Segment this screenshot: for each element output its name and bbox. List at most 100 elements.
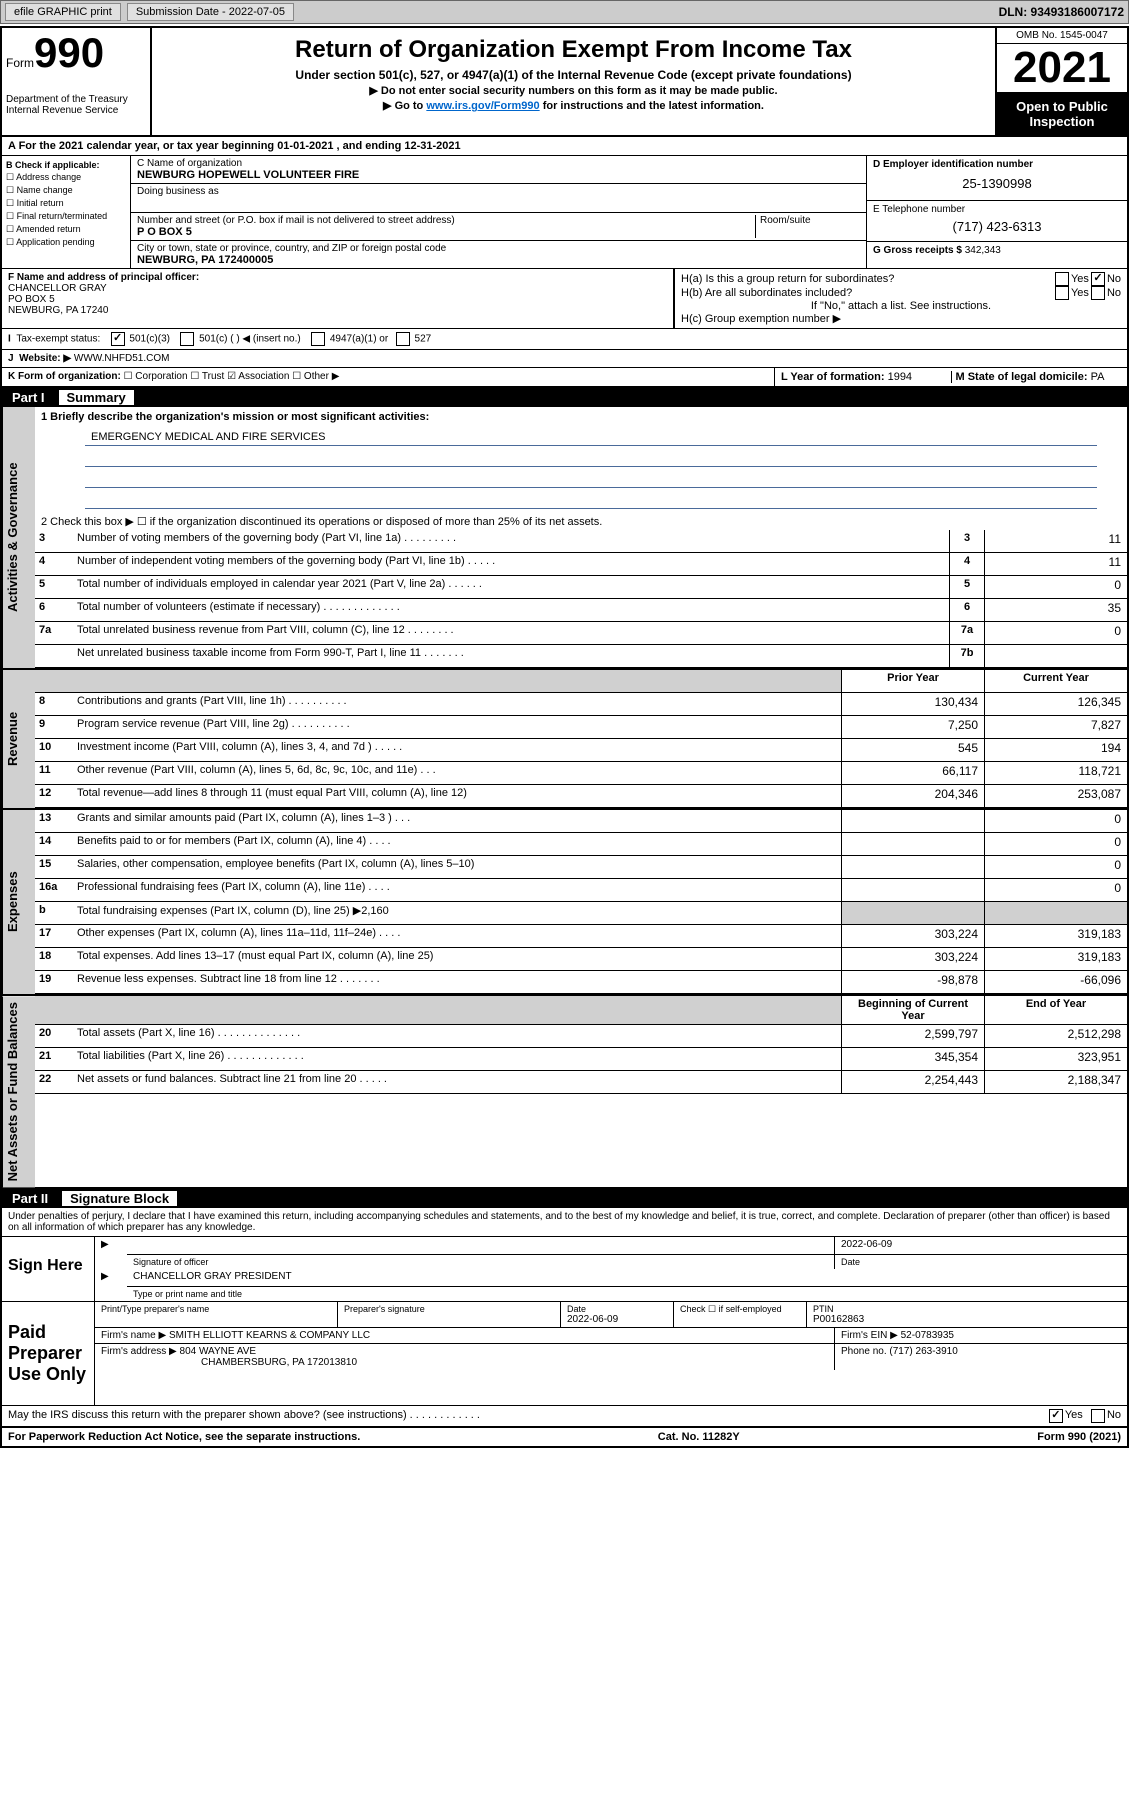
line-num bbox=[35, 645, 73, 667]
irs-link[interactable]: www.irs.gov/Form990 bbox=[426, 100, 539, 112]
website-value: WWW.NHFD51.COM bbox=[74, 353, 170, 364]
form-note1: ▶ Do not enter social security numbers o… bbox=[162, 84, 985, 97]
prior-val: 2,254,443 bbox=[841, 1071, 984, 1093]
hc-label: H(c) Group exemption number ▶ bbox=[681, 312, 1121, 325]
l-label: L Year of formation: bbox=[781, 371, 885, 383]
line-num: 17 bbox=[35, 925, 73, 947]
current-val: 2,512,298 bbox=[984, 1025, 1127, 1047]
prep-row1: Print/Type preparer's name Preparer's si… bbox=[95, 1302, 1127, 1328]
gross-cell: G Gross receipts $ 342,343 bbox=[867, 242, 1127, 259]
table-row: 7aTotal unrelated business revenue from … bbox=[35, 622, 1127, 645]
line1-label: 1 Briefly describe the organization's mi… bbox=[41, 411, 429, 423]
line-num: 5 bbox=[35, 576, 73, 598]
form-prefix: Form bbox=[6, 56, 34, 70]
chk-501c3[interactable]: ✓ bbox=[111, 332, 125, 346]
phone-label: E Telephone number bbox=[873, 204, 1121, 215]
current-header: Current Year bbox=[984, 670, 1127, 692]
entity-right: D Employer identification number 25-1390… bbox=[866, 156, 1127, 268]
yes-text: Yes bbox=[1071, 273, 1089, 285]
ha-yes[interactable] bbox=[1055, 272, 1069, 286]
room-label: Room/suite bbox=[755, 215, 860, 238]
line-desc: Total expenses. Add lines 13–17 (must eq… bbox=[73, 948, 841, 970]
net-h-desc bbox=[73, 996, 841, 1024]
line-box: 7a bbox=[949, 622, 984, 644]
table-row: 16aProfessional fundraising fees (Part I… bbox=[35, 879, 1127, 902]
check-amended[interactable]: ☐ Amended return bbox=[6, 224, 126, 235]
sign-right: ▶ 2022-06-09 Signature of officer Date ▶… bbox=[95, 1237, 1127, 1301]
sig-arrow1: ▶ bbox=[95, 1237, 127, 1255]
current-val: 319,183 bbox=[984, 925, 1127, 947]
sign-here-section: Sign Here ▶ 2022-06-09 Signature of offi… bbox=[2, 1237, 1127, 1302]
rev-h-desc bbox=[73, 670, 841, 692]
no-text2: No bbox=[1107, 287, 1121, 299]
chk-4947[interactable] bbox=[311, 332, 325, 346]
form-title: Return of Organization Exempt From Incom… bbox=[162, 36, 985, 64]
h-cell: H(a) Is this a group return for subordin… bbox=[674, 269, 1127, 328]
website-cell: J Website: ▶ WWW.NHFD51.COM bbox=[2, 350, 1127, 367]
net-section: Net Assets or Fund Balances Beginning of… bbox=[2, 994, 1127, 1189]
efile-button[interactable]: efile GRAPHIC print bbox=[5, 3, 121, 21]
form-990: Form990 Department of the Treasury Inter… bbox=[0, 26, 1129, 1448]
may-no[interactable] bbox=[1091, 1409, 1105, 1423]
hb-no[interactable] bbox=[1091, 286, 1105, 300]
rev-h-num bbox=[35, 670, 73, 692]
part-ii-label: Part II bbox=[8, 1191, 58, 1206]
line-desc: Total fundraising expenses (Part IX, col… bbox=[73, 902, 841, 924]
open-public-label: Open to Public Inspection bbox=[997, 93, 1127, 135]
line-val: 11 bbox=[984, 530, 1127, 552]
current-val: 7,827 bbox=[984, 716, 1127, 738]
current-val: 126,345 bbox=[984, 693, 1127, 715]
line-desc: Professional fundraising fees (Part IX, … bbox=[73, 879, 841, 901]
line-box: 7b bbox=[949, 645, 984, 667]
may-yes[interactable]: ✓ bbox=[1049, 1409, 1063, 1423]
line-box: 4 bbox=[949, 553, 984, 575]
prep-name-label: Print/Type preparer's name bbox=[101, 1304, 331, 1314]
line-num: 13 bbox=[35, 810, 73, 832]
line-num: 11 bbox=[35, 762, 73, 784]
line-num: 4 bbox=[35, 553, 73, 575]
firm-ein: 52-0783935 bbox=[901, 1330, 954, 1341]
current-val: 323,951 bbox=[984, 1048, 1127, 1070]
officer-print-name: CHANCELLOR GRAY PRESIDENT bbox=[127, 1269, 1127, 1287]
opt2: 501(c) ( ) ◀ (insert no.) bbox=[199, 334, 301, 345]
chk-501c[interactable] bbox=[180, 332, 194, 346]
line-num: 9 bbox=[35, 716, 73, 738]
line-desc: Total liabilities (Part X, line 26) . . … bbox=[73, 1048, 841, 1070]
check-pending[interactable]: ☐ Application pending bbox=[6, 237, 126, 248]
row-f: F Name and address of principal officer:… bbox=[2, 269, 1127, 329]
prior-val: 130,434 bbox=[841, 693, 984, 715]
row-i: I Tax-exempt status: ✓ 501(c)(3) 501(c) … bbox=[2, 329, 1127, 350]
note2-pre: ▶ Go to bbox=[383, 100, 426, 112]
name-cell: C Name of organization NEWBURG HOPEWELL … bbox=[131, 156, 866, 184]
table-row: 9Program service revenue (Part VIII, lin… bbox=[35, 716, 1127, 739]
submission-button[interactable]: Submission Date - 2022-07-05 bbox=[127, 3, 294, 21]
chk-527[interactable] bbox=[396, 332, 410, 346]
form-subtitle: Under section 501(c), 527, or 4947(a)(1)… bbox=[162, 68, 985, 82]
dba-cell: Doing business as bbox=[131, 184, 866, 213]
line-num: 14 bbox=[35, 833, 73, 855]
row-k: K Form of organization: ☐ Corporation ☐ … bbox=[2, 368, 1127, 388]
firm-addr-label: Firm's address ▶ bbox=[101, 1346, 177, 1357]
part-i-label: Part I bbox=[8, 390, 55, 405]
line-num: 7a bbox=[35, 622, 73, 644]
m-label: M State of legal domicile: bbox=[956, 371, 1088, 383]
ptin-label: PTIN bbox=[813, 1304, 1121, 1314]
ha-no[interactable]: ✓ bbox=[1091, 272, 1105, 286]
check-addr[interactable]: ☐ Address change bbox=[6, 172, 126, 183]
form-note2: ▶ Go to www.irs.gov/Form990 for instruct… bbox=[162, 99, 985, 112]
prior-val: 345,354 bbox=[841, 1048, 984, 1070]
line-desc: Total assets (Part X, line 16) . . . . .… bbox=[73, 1025, 841, 1047]
ein-label: D Employer identification number bbox=[873, 159, 1121, 170]
check-initial[interactable]: ☐ Initial return bbox=[6, 198, 126, 209]
hb-label: H(b) Are all subordinates included? bbox=[681, 287, 1053, 299]
check-name[interactable]: ☐ Name change bbox=[6, 185, 126, 196]
current-val: 118,721 bbox=[984, 762, 1127, 784]
prior-val bbox=[841, 833, 984, 855]
line-desc: Number of voting members of the governin… bbox=[73, 530, 949, 552]
check-final[interactable]: ☐ Final return/terminated bbox=[6, 211, 126, 222]
header-left: Form990 Department of the Treasury Inter… bbox=[2, 28, 152, 135]
hb-yes[interactable] bbox=[1055, 286, 1069, 300]
firm-name-label: Firm's name ▶ bbox=[101, 1330, 166, 1341]
rev-side-label: Revenue bbox=[2, 670, 35, 808]
rev-section: Revenue Prior Year Current Year 8Contrib… bbox=[2, 668, 1127, 808]
